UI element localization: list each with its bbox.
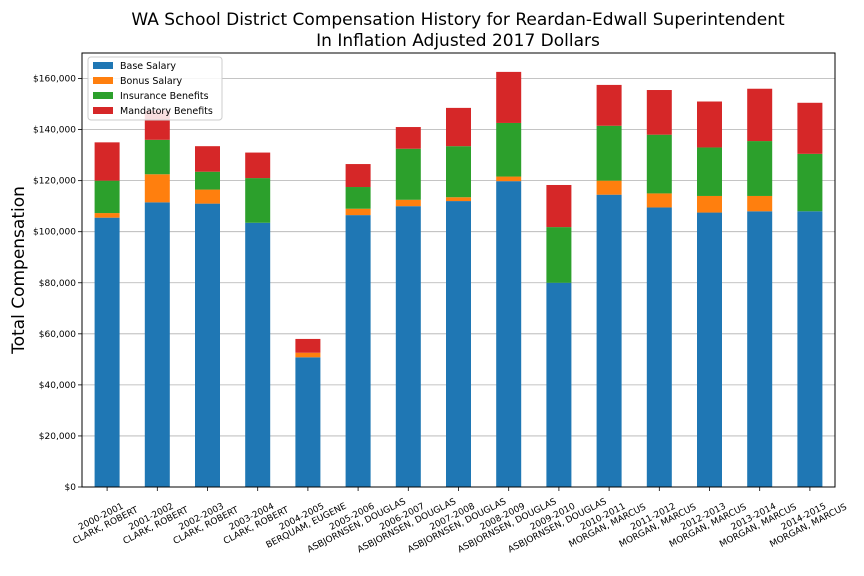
bar-bonus-salary — [395, 199, 421, 207]
legend-swatch — [93, 107, 113, 114]
bar-base-salary — [245, 222, 271, 488]
bar-insurance-benefits — [345, 187, 371, 209]
y-tick-label: $120,000 — [33, 177, 76, 187]
bar-insurance-benefits — [646, 134, 672, 194]
bar-mandatory-benefits — [245, 152, 271, 179]
bar-mandatory-benefits — [496, 71, 522, 123]
bar-base-salary — [195, 203, 220, 487]
bar-mandatory-benefits — [596, 84, 622, 126]
legend-swatch — [93, 92, 113, 99]
bar-mandatory-benefits — [697, 101, 722, 148]
bars — [94, 71, 823, 488]
y-axis-ticks: $0 $20,000 $40,000 $60,000 $80,000 $100,000 $1… — [33, 75, 82, 493]
bar-base-salary — [646, 207, 672, 487]
bar-base-salary — [94, 217, 120, 487]
bar-insurance-benefits — [747, 141, 773, 196]
y-tick-label: $140,000 — [33, 126, 76, 136]
bar-base-salary — [797, 211, 823, 487]
bar-insurance-benefits — [245, 178, 271, 223]
chart-title: WA School District Compensation History … — [131, 10, 785, 30]
bar-base-salary — [345, 215, 371, 488]
bar-bonus-salary — [345, 208, 371, 216]
legend: Base Salary Bonus Salary Insurance Benefit… — [87, 56, 223, 121]
bar-base-salary — [144, 202, 170, 488]
bar-bonus-salary — [596, 180, 622, 195]
chart-subtitle: In Inflation Adjusted 2017 Dollars — [316, 31, 600, 51]
bar-mandatory-benefits — [295, 338, 321, 353]
bar-base-salary — [546, 282, 572, 487]
bar-mandatory-benefits — [747, 88, 773, 142]
bar-insurance-benefits — [446, 146, 471, 198]
bar-mandatory-benefits — [797, 102, 823, 154]
y-tick-label: $80,000 — [39, 279, 76, 289]
bar-bonus-salary — [144, 174, 170, 203]
bar-base-salary — [496, 181, 522, 487]
legend-label: Base Salary — [120, 61, 176, 72]
bar-insurance-benefits — [546, 227, 572, 283]
bar-base-salary — [446, 201, 471, 487]
y-tick-label: $160,000 — [33, 75, 76, 85]
legend-label: Insurance Benefits — [120, 91, 209, 102]
bar-bonus-salary — [446, 197, 471, 202]
bar-insurance-benefits — [496, 122, 522, 177]
bar-bonus-salary — [195, 189, 220, 204]
legend-label: Mandatory Benefits — [120, 106, 213, 117]
bar-mandatory-benefits — [646, 90, 672, 135]
bar-insurance-benefits — [94, 180, 120, 214]
bar-mandatory-benefits — [446, 107, 471, 147]
bar-base-salary — [395, 206, 421, 488]
bar-insurance-benefits — [596, 125, 622, 181]
legend-box — [87, 56, 223, 121]
bar-insurance-benefits — [697, 147, 722, 196]
legend-label: Bonus Salary — [120, 76, 183, 87]
y-tick-label: $0 — [65, 483, 77, 493]
y-tick-label: $100,000 — [33, 228, 76, 238]
bar-bonus-salary — [496, 176, 522, 182]
bar-bonus-salary — [295, 352, 321, 358]
bar-mandatory-benefits — [546, 184, 572, 228]
bar-mandatory-benefits — [94, 142, 120, 181]
bar-base-salary — [596, 194, 622, 487]
y-tick-label: $60,000 — [39, 330, 76, 340]
y-tick-label: $20,000 — [39, 432, 76, 442]
bar-insurance-benefits — [144, 139, 170, 175]
y-tick-label: $40,000 — [39, 381, 76, 391]
y-axis-label: Total Compensation — [9, 186, 29, 355]
bar-mandatory-benefits — [195, 146, 220, 172]
bar-bonus-salary — [747, 195, 773, 212]
bar-bonus-salary — [94, 213, 120, 218]
bar-mandatory-benefits — [345, 164, 371, 188]
bar-insurance-benefits — [797, 153, 823, 212]
legend-swatch — [93, 77, 113, 84]
bar-base-salary — [295, 357, 321, 487]
bar-bonus-salary — [697, 195, 722, 213]
legend-swatch — [93, 62, 113, 69]
bar-mandatory-benefits — [395, 127, 421, 149]
bar-base-salary — [747, 211, 773, 487]
bar-insurance-benefits — [395, 148, 421, 200]
bar-insurance-benefits — [195, 171, 220, 190]
bar-base-salary — [697, 212, 722, 487]
bar-bonus-salary — [646, 193, 672, 208]
